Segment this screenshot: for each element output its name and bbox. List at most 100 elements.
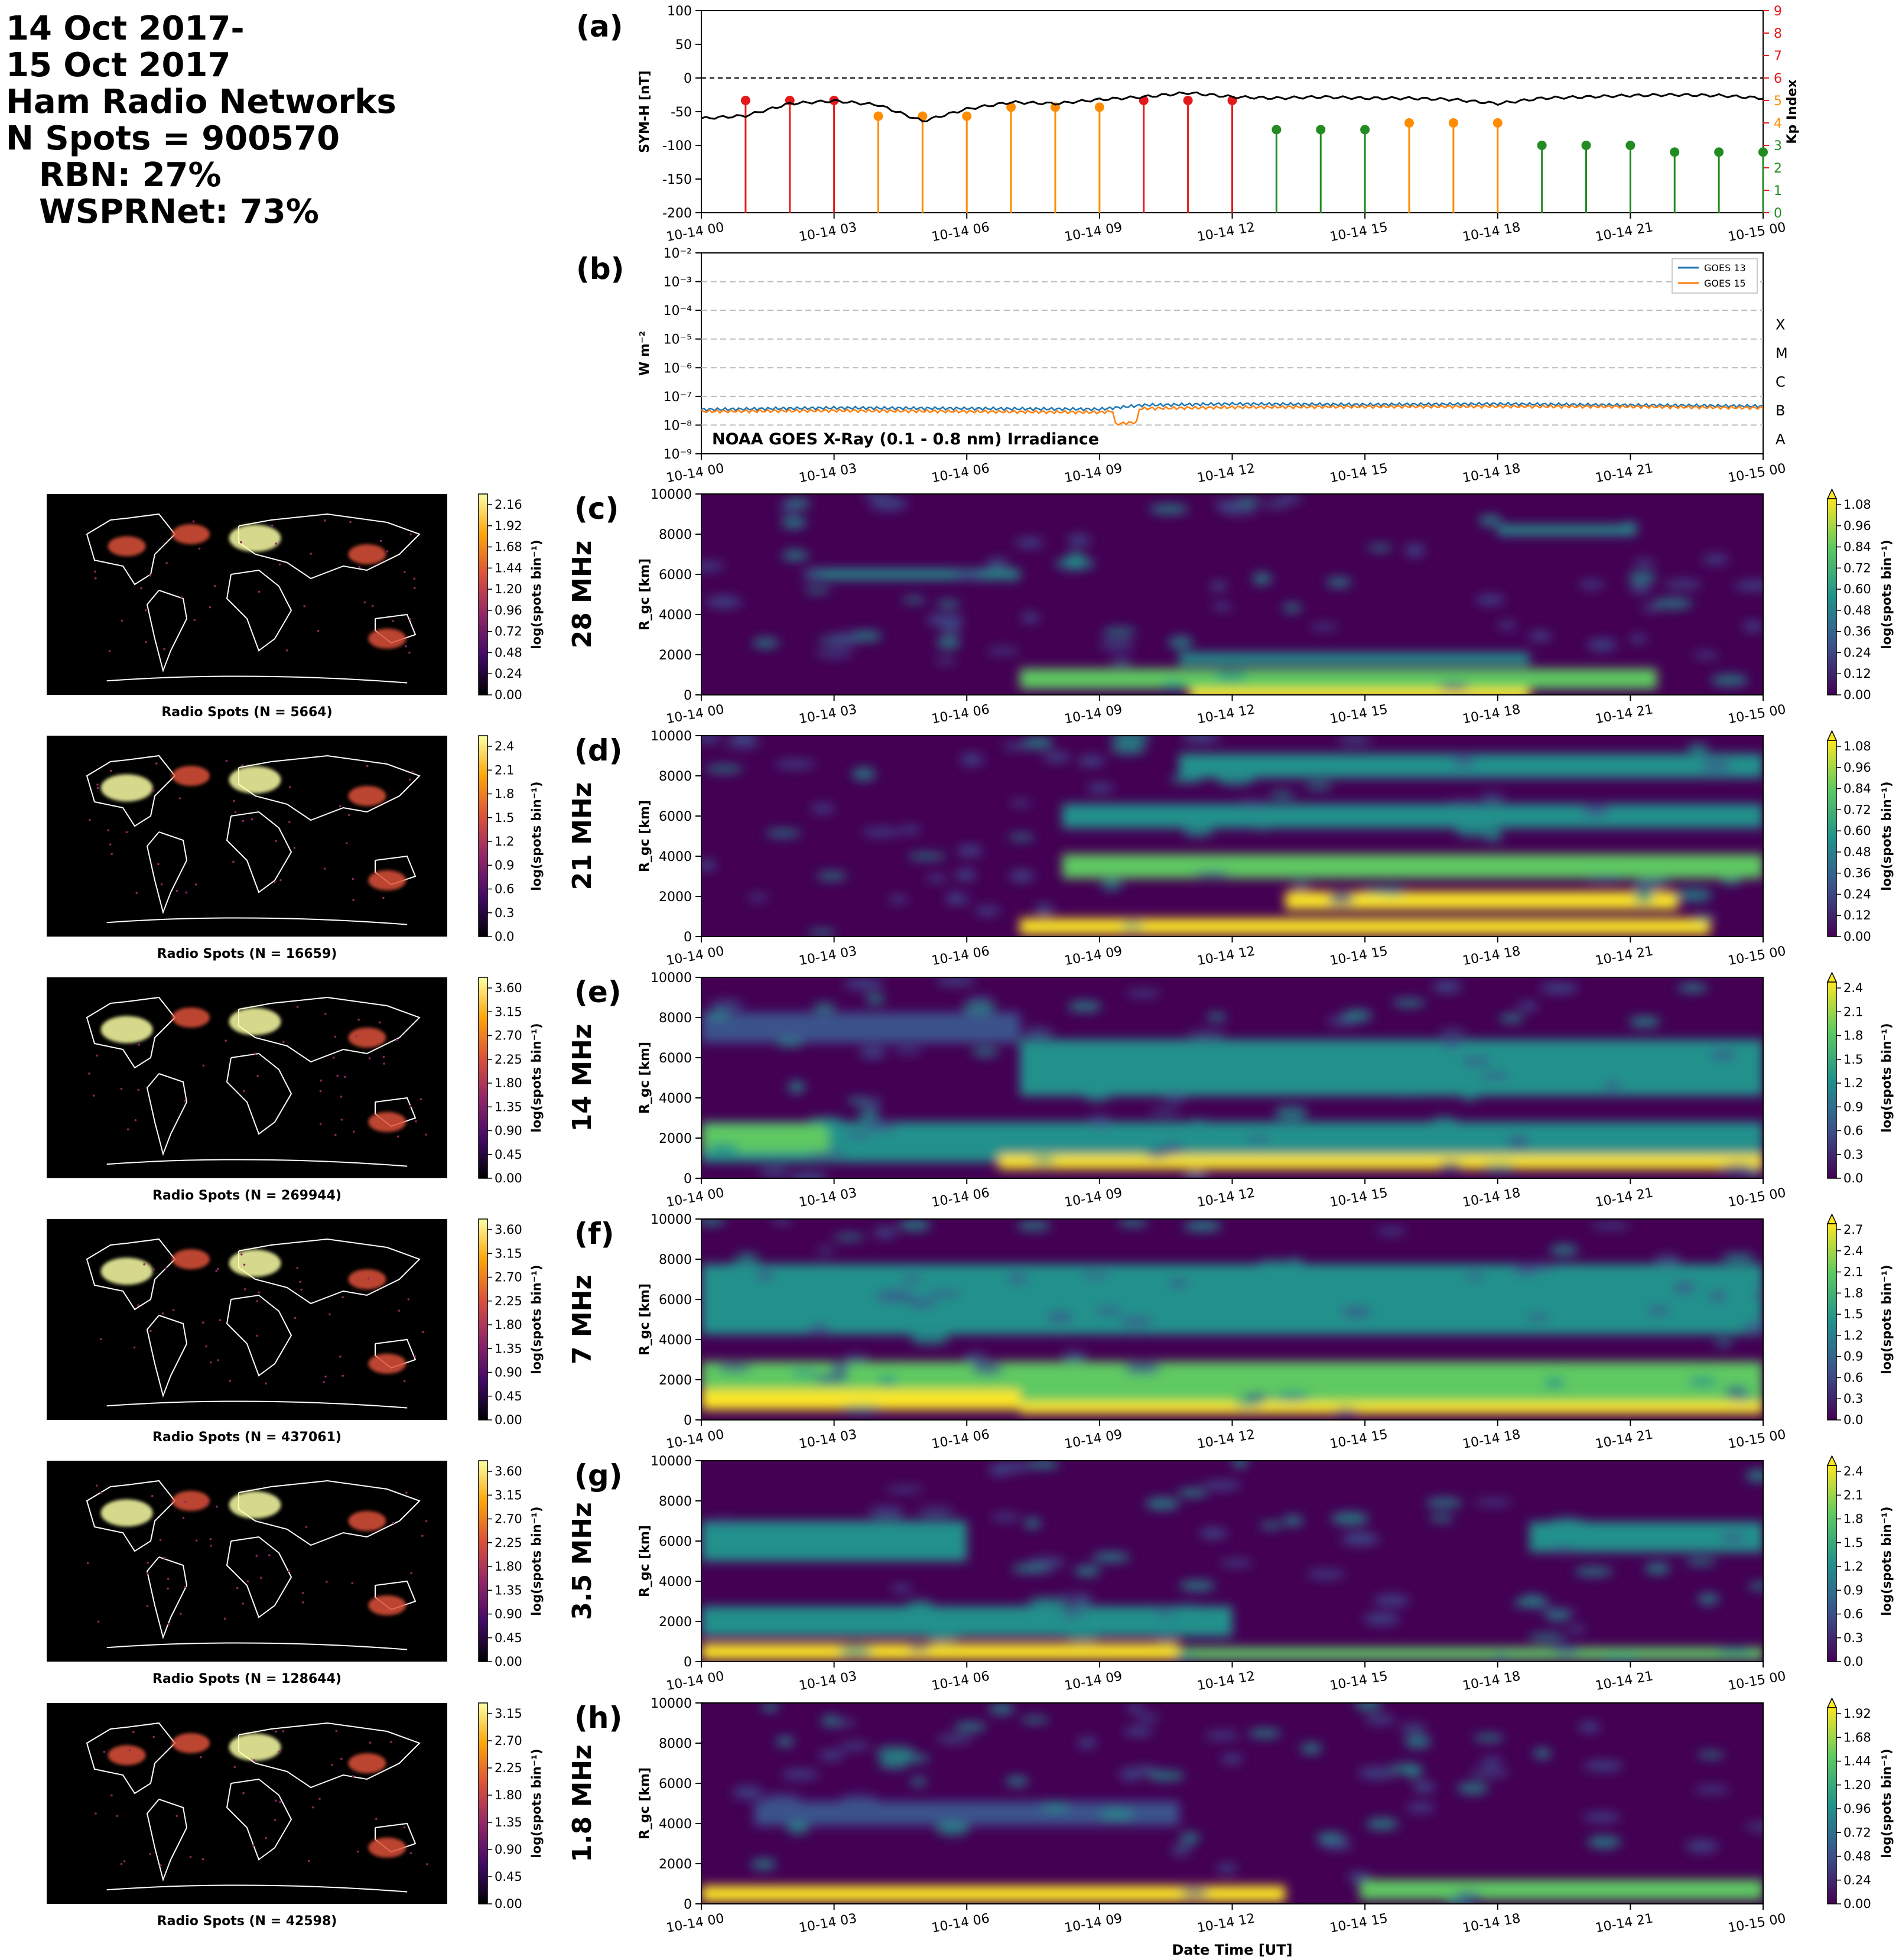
heatmap-speck (1217, 773, 1254, 786)
heatmap-speck (1214, 671, 1247, 681)
colorbar-tick-label: 0.84 (1843, 540, 1871, 554)
irr-ytick-label: 10⁻⁸ (664, 418, 692, 433)
heatmap-speck (775, 760, 815, 769)
heatmap-speck (1055, 558, 1095, 570)
map-spot-density (100, 1249, 407, 1374)
rgc-ytick-label: 2000 (659, 1132, 692, 1146)
colorbar-tick-label: 1.44 (1843, 1754, 1871, 1769)
band-3-xtick-label: 10-14 21 (1594, 1427, 1654, 1452)
heatmap-speck (1306, 1570, 1345, 1579)
heatmap-speck (789, 1022, 824, 1033)
map-spot (233, 1766, 236, 1769)
map-spot (120, 1087, 123, 1090)
colorbar-tick-label: 0.24 (1843, 1873, 1871, 1887)
heatmap-speck (986, 557, 1009, 569)
map-colorbar-tick-label: 3.15 (495, 1246, 522, 1260)
colorbar-tick-label: 0.9 (1843, 1100, 1863, 1114)
kp-ytick-label: 7 (1774, 49, 1782, 64)
heatmap-speck (928, 1132, 957, 1145)
map-spot (324, 1012, 327, 1015)
heatmap-speck (935, 977, 976, 986)
map-spot (99, 1338, 102, 1341)
kp-ytick-label: 0 (1774, 206, 1782, 221)
heatmap-speck (971, 1363, 1004, 1375)
map-spot (312, 1806, 314, 1809)
heatmap-speck (1305, 782, 1333, 790)
map-spot (243, 1263, 246, 1266)
heatmap-speck (1745, 1470, 1763, 1482)
heatmap-speck (828, 633, 859, 646)
heatmap-speck (844, 977, 884, 990)
heatmap-speck (1088, 1115, 1111, 1128)
heatmap-speck (1402, 1074, 1431, 1087)
map-spot (363, 601, 366, 604)
heatmap-speck (1212, 603, 1232, 611)
heatmap-speck (1168, 636, 1193, 649)
irr-ytick-label: 10⁻² (664, 246, 692, 261)
map-hotspot (348, 1753, 386, 1773)
heatmap-speck (987, 648, 1020, 655)
heatmap-speck (1225, 760, 1252, 768)
kp-marker (1272, 125, 1282, 135)
heatmap-speck (1734, 580, 1763, 591)
heatmap-speck (1364, 1714, 1395, 1725)
heatmap-speck (1682, 1309, 1705, 1320)
heatmap-speck (1404, 1764, 1422, 1778)
heatmap-speck (1721, 1253, 1756, 1262)
colorbar-tick-label: 0.24 (1843, 645, 1871, 659)
kp-marker (1183, 96, 1193, 105)
map-spot (296, 1267, 298, 1269)
heatmap-speck (1087, 783, 1114, 793)
band-2-xtick-label: 10-14 12 (1196, 1185, 1256, 1210)
map-spot (332, 1057, 335, 1059)
heatmap-speck (952, 896, 970, 903)
heatmap-speck (847, 1097, 868, 1104)
map-spot (252, 1844, 255, 1847)
heatmap-band (1020, 668, 1657, 689)
heatmap-speck (1251, 817, 1274, 830)
map-spot (234, 811, 237, 814)
heatmap-speck (1633, 892, 1654, 903)
heatmap-speck (1722, 1124, 1755, 1135)
map-spot (296, 1006, 299, 1008)
map-spot (349, 521, 352, 524)
heatmap-speck (1256, 1260, 1290, 1269)
map-spot (209, 606, 212, 609)
map-spot (256, 1075, 259, 1077)
map-colorbar-tick-label: 0.00 (495, 1655, 522, 1669)
map-spot (137, 1304, 139, 1306)
map-spot (202, 1321, 204, 1324)
map-spot (323, 867, 326, 870)
heatmap-speck (910, 1777, 928, 1786)
heatmap-speck (781, 550, 809, 561)
heatmap-speck (1481, 1757, 1503, 1766)
map-spot (133, 1346, 136, 1349)
heatmap-speck (1525, 1263, 1555, 1272)
map-spot (205, 1503, 208, 1506)
heatmap-speck (756, 1270, 774, 1282)
map-hotspot (229, 766, 281, 794)
heatmap-speck (1540, 982, 1578, 994)
heatmap-speck (906, 1600, 934, 1608)
colorbar (1827, 498, 1837, 695)
rgc-ytick-label: 2000 (659, 1615, 692, 1630)
colorbar (1827, 981, 1837, 1179)
colorbar (1827, 1223, 1837, 1421)
map-spot (408, 651, 411, 654)
map-spot (135, 892, 138, 894)
heatmap-speck (1180, 1832, 1200, 1844)
heatmap-speck (910, 1332, 950, 1345)
map-spot (294, 1317, 297, 1319)
map-spot (275, 542, 277, 545)
colorbar-extend (1826, 730, 1838, 741)
map-spot (213, 584, 216, 587)
heatmap-speck (962, 1003, 997, 1013)
colorbar-label: log(spots bin⁻¹) (1880, 1748, 1894, 1858)
heatmap-speck (1446, 800, 1480, 807)
heatmap-speck (1100, 880, 1123, 890)
heatmap-speck (1641, 604, 1660, 612)
map-colorbar-label: log(spots bin⁻¹) (529, 1265, 544, 1374)
heatmap-speck (1334, 1409, 1358, 1416)
heatmap-speck (1692, 652, 1719, 659)
rgc-ytick-label: 6000 (659, 810, 692, 824)
